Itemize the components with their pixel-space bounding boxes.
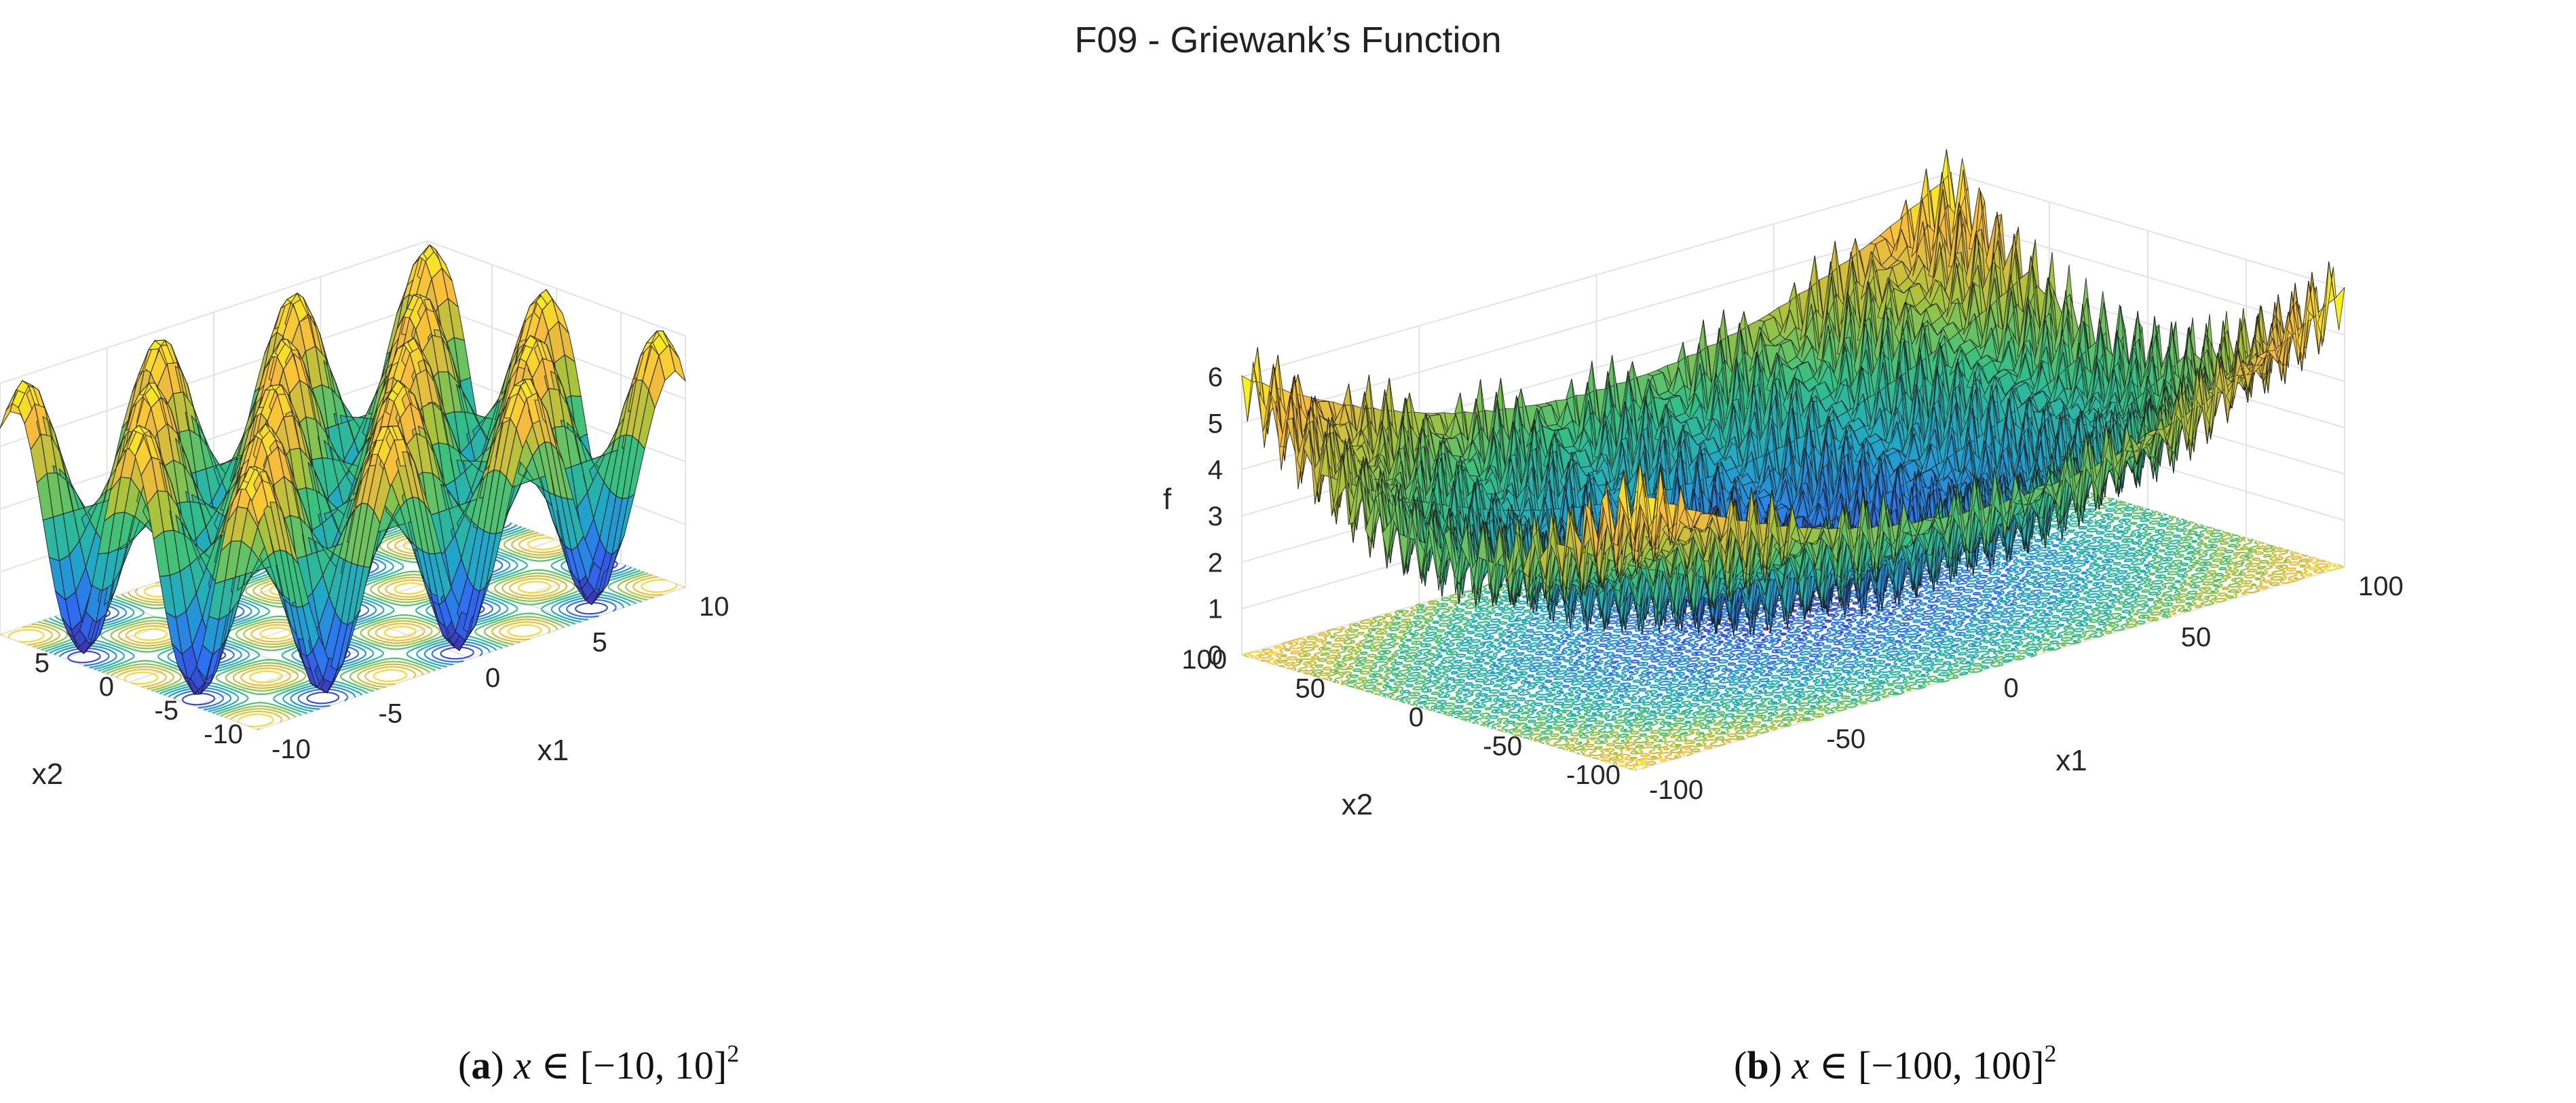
figure-title: F09 - Griewank’s Function <box>1074 20 1502 60</box>
grid-line <box>427 240 686 337</box>
grid-line <box>0 240 428 384</box>
grid-line <box>0 303 428 447</box>
surface-patch <box>1241 347 1258 422</box>
surface-group-0 <box>0 244 686 695</box>
